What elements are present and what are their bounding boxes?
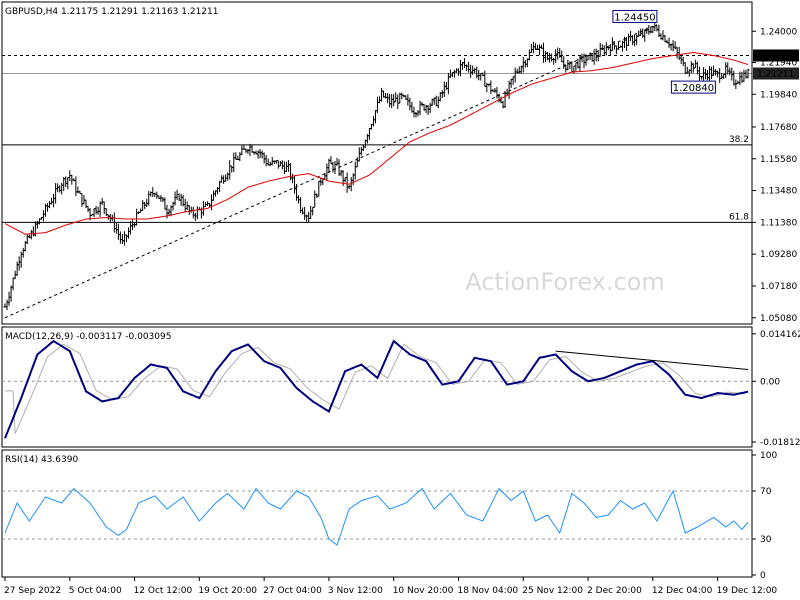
price-y-tick-label: 1.05080 — [760, 314, 797, 324]
price-y-tick-label: 1.15580 — [760, 155, 797, 165]
x-axis: 27 Sep 2022 5 Oct 04:00 12 Oct 12:00 19 Oct… — [4, 577, 777, 596]
price-title: GBPUSD,H4 1.21175 1.21291 1.21163 1.2121… — [5, 7, 218, 17]
price-y-tick-label: 1.17680 — [760, 123, 797, 133]
price-y-tick-label: 1.19840 — [760, 90, 797, 100]
price-y-axis: 1.24000 1.21940 1.19840 1.17680 1.15580 1.134… — [752, 27, 799, 324]
price-annotation-box-1 — [670, 80, 716, 94]
price-tag-bg-1 — [753, 67, 799, 80]
price-annotation-0: 1.24450 — [614, 12, 655, 23]
macd-frame — [1, 326, 753, 448]
watermark: ActionForex.com — [465, 268, 665, 296]
price-annotation-1: 1.20840 — [673, 83, 714, 94]
rsi-y-tick-label: 100 — [760, 451, 777, 461]
moving-average-line — [4, 51, 749, 235]
price-annotations: 1.24450 1.20840 — [612, 9, 716, 94]
x-tick-label: 5 Oct 04:00 — [69, 586, 122, 596]
price-tag-1: 1.21211 — [757, 70, 794, 80]
ohlc-bar — [746, 68, 750, 79]
macd-y-tick-label: -0.018121 — [760, 438, 800, 448]
macd-line — [4, 339, 749, 439]
price-bars — [3, 22, 750, 311]
rsi-frame — [1, 449, 753, 578]
macd-signal-line — [5, 343, 749, 434]
rsi-y-tick-label: 0 — [760, 571, 766, 581]
price-y-tick-label: 1.11380 — [760, 218, 797, 228]
price-y-tick-label: 1.21940 — [760, 58, 797, 68]
trendline — [4, 23, 658, 319]
macd-title: MACD(12,26,9) -0.003117 -0.003095 — [5, 332, 171, 342]
x-tick-label: 27 Oct 04:00 — [263, 586, 322, 596]
x-tick-label: 12 Dec 04:00 — [652, 586, 713, 596]
rsi-panel: 100 70 30 0 RSI(14) 43.6390 — [1, 449, 777, 581]
price-y-tick-label: 1.07180 — [760, 282, 797, 292]
level-label-2: 38.2 — [729, 135, 749, 145]
price-tag-0: 1.22400 — [757, 51, 794, 61]
x-tick-label: 19 Dec 12:00 — [717, 586, 778, 596]
rsi-y-tick-label: 30 — [760, 535, 772, 545]
macd-y-tick-label: 0.014162 — [760, 330, 800, 340]
x-tick-label: 19 Oct 20:00 — [198, 586, 257, 596]
x-tick-label: 25 Nov 12:00 — [522, 586, 583, 596]
level-label-3: 61.8 — [729, 212, 749, 222]
macd-trendline — [555, 350, 749, 371]
price-y-tick-label: 1.09280 — [760, 250, 797, 260]
macd-y-axis: 0.014162 0.00 -0.018121 — [752, 330, 800, 448]
price-y-tick-label: 1.13480 — [760, 187, 797, 197]
x-tick-label: 3 Nov 12:00 — [328, 586, 383, 596]
price-tag-bg-0 — [753, 49, 799, 62]
price-trendline — [4, 23, 658, 319]
x-tick-label: 18 Nov 04:00 — [457, 586, 518, 596]
x-tick-label: 27 Sep 2022 — [4, 586, 61, 596]
rsi-line — [4, 487, 749, 546]
rsi-title: RSI(14) 43.6390 — [5, 455, 78, 465]
x-tick-label: 12 Oct 12:00 — [134, 586, 193, 596]
price-annotation-box-0 — [612, 9, 658, 23]
rsi-y-tick-label: 70 — [760, 487, 772, 497]
rsi-y-axis: 100 70 30 0 — [752, 451, 777, 581]
price-panel: ActionForex.com 38.261.8 1.244501.20840 … — [1, 1, 799, 325]
x-tick-label: 2 Dec 20:00 — [587, 586, 642, 596]
x-tick-label: 10 Nov 20:00 — [393, 586, 454, 596]
macd-panel: 0.014162 0.00 -0.018121 MACD(12,26,9) -0.0… — [1, 326, 800, 448]
rsi-levels — [2, 490, 752, 540]
price-y-tick-label: 1.24000 — [760, 27, 797, 37]
price-levels: 38.2 61.8 — [2, 54, 752, 223]
macd-trend — [555, 350, 749, 371]
price-frame — [1, 1, 753, 325]
macd-y-tick-label: 0.00 — [760, 377, 780, 387]
